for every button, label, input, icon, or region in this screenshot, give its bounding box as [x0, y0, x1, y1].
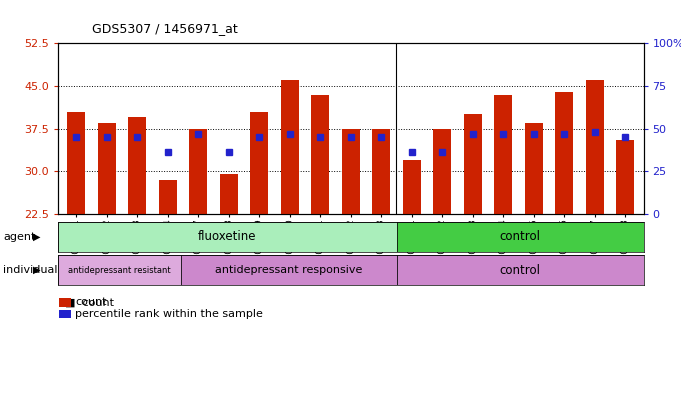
Text: percentile rank within the sample: percentile rank within the sample [75, 309, 263, 319]
Bar [616, 140, 635, 214]
Text: antidepressant responsive: antidepressant responsive [215, 265, 363, 275]
Bar [372, 129, 390, 214]
Bar [397, 222, 644, 252]
Bar [402, 160, 421, 214]
Text: individual: individual [3, 265, 58, 275]
Text: GDS5307 / 1456971_at: GDS5307 / 1456971_at [92, 22, 238, 35]
Text: control: control [500, 230, 541, 243]
Text: agent: agent [3, 232, 36, 242]
Bar [189, 129, 207, 214]
Text: antidepressant resistant: antidepressant resistant [68, 266, 171, 275]
Text: ▶: ▶ [33, 232, 40, 242]
Text: control: control [500, 264, 541, 277]
Bar [250, 112, 268, 214]
Bar [181, 255, 397, 285]
Bar [464, 114, 482, 214]
Bar [397, 255, 644, 285]
Bar [494, 95, 512, 214]
Bar [58, 255, 181, 285]
Bar [586, 80, 604, 214]
Bar [342, 129, 360, 214]
Bar [311, 95, 330, 214]
Text: count: count [75, 297, 106, 307]
Text: fluoxetine: fluoxetine [198, 230, 257, 243]
Bar [555, 92, 573, 214]
Bar [524, 123, 543, 214]
Bar [97, 123, 116, 214]
Bar [67, 112, 85, 214]
Bar [128, 118, 146, 214]
Text: ▶: ▶ [33, 265, 40, 275]
Bar [58, 222, 397, 252]
Text: ■  count: ■ count [58, 298, 114, 308]
Bar [159, 180, 177, 214]
Bar [281, 80, 299, 214]
Bar [219, 174, 238, 214]
Bar [433, 129, 452, 214]
